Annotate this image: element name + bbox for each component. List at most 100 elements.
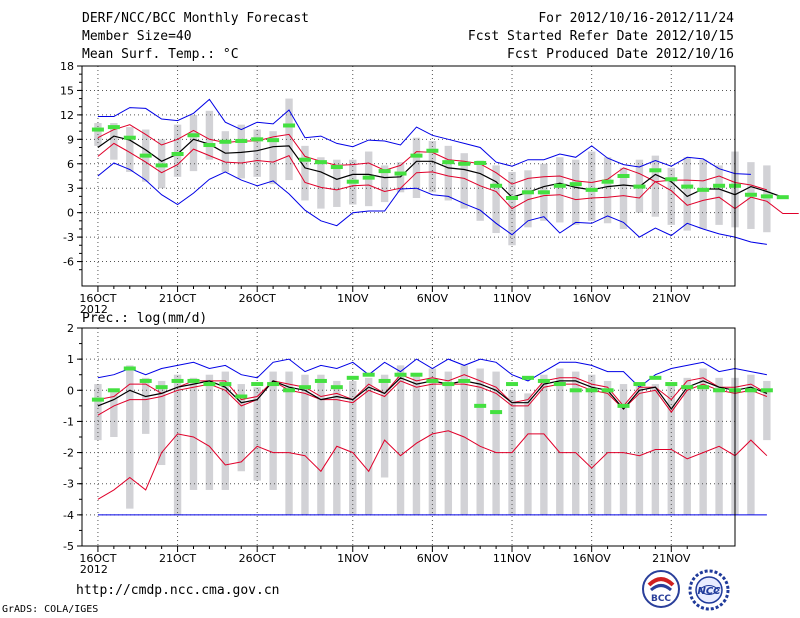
prec-box-42 — [747, 374, 755, 515]
prec-box-9 — [221, 371, 230, 490]
temp-marker-12 — [267, 138, 280, 143]
prec-marker-8 — [203, 382, 216, 387]
temp-box-23 — [444, 145, 453, 201]
prec-box-16 — [333, 380, 341, 515]
variable-label: Mean Surf. Temp.: °C — [82, 47, 239, 62]
temperature-panel: -6 -3 0 3 6 9 12 15 18 16OCT 21OCT 26OCT 1NOV 6NOV 11N… — [60, 60, 799, 316]
prec-marker-23 — [442, 382, 455, 387]
prec-box-14 — [301, 374, 309, 515]
temp-marker-10 — [235, 138, 248, 143]
temp-box-15 — [317, 157, 325, 209]
temp-xtick-label-21NOV: 21NOV — [652, 292, 691, 305]
prec-box-28 — [524, 393, 532, 515]
temp-marker-32 — [585, 187, 598, 192]
prec-box-31 — [572, 371, 580, 515]
temp-marker-21 — [410, 153, 423, 158]
prec-box-20 — [396, 365, 405, 515]
prec-marker-38 — [681, 385, 694, 390]
temp-box-37 — [667, 167, 675, 225]
prec-box-17 — [349, 380, 357, 515]
prec-box-3 — [126, 365, 134, 509]
temp-box-30 — [556, 157, 564, 223]
prec-marker-6 — [171, 378, 184, 383]
prec-xtick-label-16NOV: 16NOV — [573, 552, 612, 565]
temp-box-26 — [492, 165, 500, 234]
prec-marker-31 — [569, 388, 582, 393]
prec-xtick-label-21OCT: 21OCT — [159, 552, 196, 565]
temp-box-3 — [126, 127, 134, 172]
prec-ytick-label-0: 0 — [67, 384, 74, 397]
temp-xtick-label-21OCT: 21OCT — [159, 292, 196, 305]
prec-xtick-label-16OCT: 16OCT — [79, 552, 116, 565]
temp-box-19 — [380, 165, 389, 203]
bcc-logo: BCC — [641, 570, 681, 608]
temp-box-25 — [476, 160, 484, 221]
prec-marker-32 — [585, 388, 598, 393]
temp-box-38 — [683, 157, 691, 231]
temp-marker-29 — [537, 190, 550, 195]
prec-box-43 — [763, 380, 771, 441]
temp-marker-16 — [330, 165, 343, 170]
prec-box-29 — [540, 374, 548, 515]
temp-box-21 — [412, 137, 421, 198]
temp-marker-23 — [442, 160, 455, 165]
temp-year-label: 2012 — [80, 303, 108, 316]
prec-box-24 — [460, 365, 468, 515]
prec-marker-5 — [155, 385, 168, 390]
temp-marker-19 — [378, 169, 391, 174]
temp-box-14 — [301, 145, 309, 201]
prec-marker-15 — [314, 378, 327, 383]
prec-box-23 — [444, 371, 453, 515]
prec-marker-19 — [378, 378, 391, 383]
prec-box-19 — [380, 374, 389, 478]
temp-mean-line — [97, 135, 784, 198]
ncc-logo: NCC — [687, 569, 731, 611]
prec-box-5 — [157, 380, 166, 466]
prec-marker-1 — [91, 397, 104, 402]
prec-year-label: 2012 — [80, 563, 108, 576]
temp-box-2 — [110, 123, 118, 160]
temp-box-24 — [460, 153, 468, 209]
temp-min-line — [97, 162, 767, 245]
temp-marker-43 — [760, 194, 773, 199]
temp-lower-line — [97, 142, 799, 214]
temp-marker-37 — [665, 177, 678, 182]
temp-xtick-label-16NOV: 16NOV — [573, 292, 612, 305]
prec-xtick-label-26OCT: 26OCT — [239, 552, 276, 565]
temp-xtick-label-11NOV: 11NOV — [493, 292, 532, 305]
chart-title: DERF/NCC/BCC Monthly Forecast — [82, 11, 309, 26]
temp-marker-8 — [203, 143, 216, 148]
temp-box-8 — [205, 110, 214, 160]
prec-box-2 — [110, 390, 118, 437]
temp-xtick-label-26OCT: 26OCT — [239, 292, 276, 305]
temp-marker-33 — [601, 179, 614, 184]
temp-ytick-label--3: -3 — [63, 231, 74, 244]
source-url: http://cmdp.ncc.cma.gov.cn — [76, 583, 280, 598]
temp-marker-31 — [569, 182, 582, 187]
temp-box-12 — [269, 131, 277, 185]
prec-marker-22 — [426, 378, 439, 383]
temp-plot-frame — [81, 65, 736, 287]
prec-box-10 — [237, 384, 245, 472]
temp-box-39 — [699, 159, 707, 229]
member-size: Member Size=40 — [82, 29, 192, 44]
prec-ytick-label--4: -4 — [63, 509, 74, 522]
prec-xtick-label-11NOV: 11NOV — [493, 552, 532, 565]
prec-marker-26 — [490, 410, 503, 415]
prec-marker-10 — [235, 394, 248, 399]
temp-box-36 — [651, 155, 660, 217]
temp-marker-36 — [649, 168, 662, 173]
temp-marker-22 — [426, 148, 439, 153]
temp-marker-13 — [283, 123, 296, 128]
prec-min-line — [97, 430, 768, 500]
prec-marker-39 — [697, 385, 710, 390]
temp-box-13 — [285, 98, 293, 181]
prec-box-12 — [269, 371, 277, 490]
temp-marker-6 — [171, 152, 184, 156]
temp-marker-11 — [251, 137, 264, 142]
temp-box-33 — [603, 157, 612, 224]
temp-marker-5 — [155, 163, 168, 168]
temp-marker-24 — [458, 161, 471, 166]
precipitation-panel: -5 -4 -3 -2 -1 0 1 2 16OCT 21OCT 26OCT 1NOV 6NOV 11NO… — [63, 322, 773, 576]
prec-box-8 — [205, 374, 214, 490]
